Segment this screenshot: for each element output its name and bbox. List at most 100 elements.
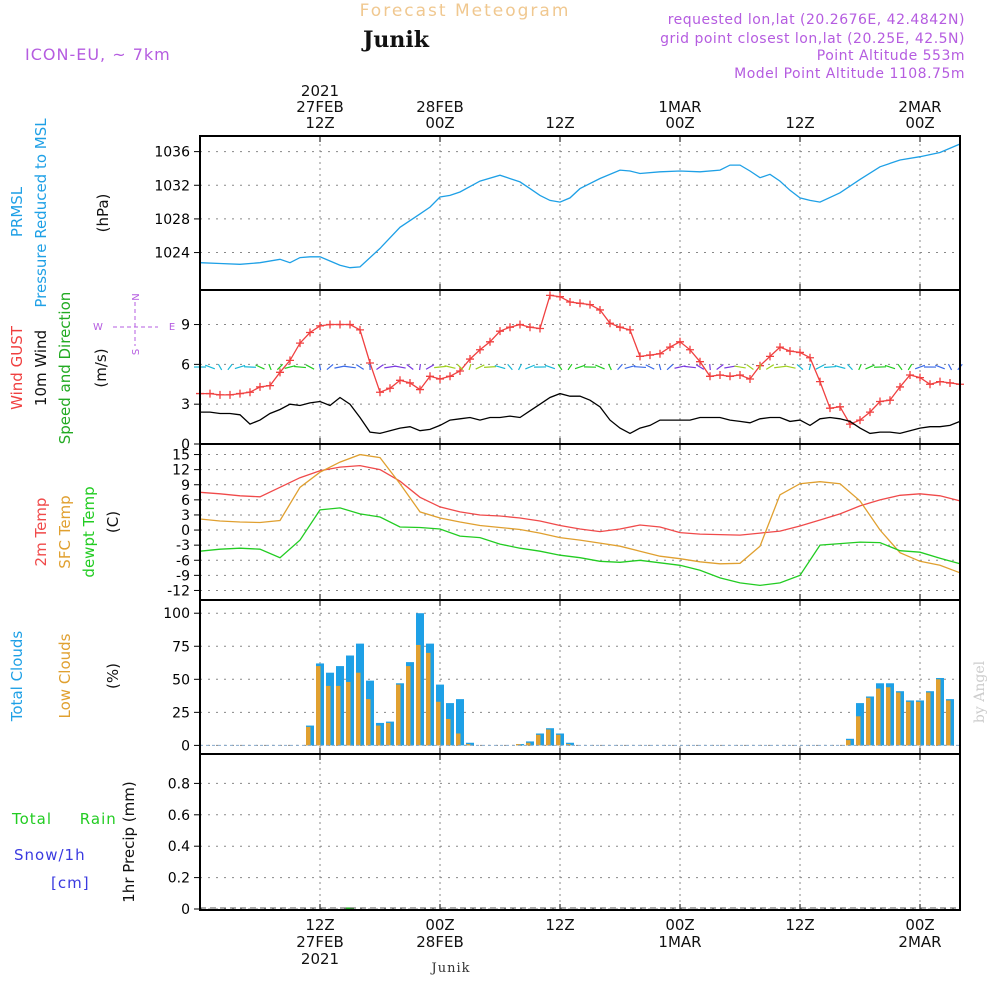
gust-point [786,347,794,356]
wind-direction-arrow [595,364,605,370]
gust-point [816,377,824,386]
temperature-ytick-label: 6 [181,493,190,509]
footer-location: Junik [430,961,471,976]
wind-ytick-label: 0 [181,437,190,453]
low-cloud-bar [856,716,861,746]
gust-point [676,337,684,346]
wind-direction-arrow [518,363,522,371]
temperature-ytick-label: 15 [172,448,190,464]
wind-direction-arrow [734,365,746,369]
wind-ytick-label: 9 [181,318,190,334]
wind-direction-arrow [434,365,446,369]
low-cloud-bar [546,729,551,746]
temperature-ytick-label: -6 [176,553,190,569]
temperature-panel-labels: 2m Temp SFC Temp dewpt Temp (C) [32,486,122,577]
low-cloud-bar [376,725,381,746]
low-cloud-bar [406,666,411,746]
gust-point [376,388,384,397]
compass-e: E [169,322,175,333]
wind-direction-arrow [344,365,356,369]
wind-direction-arrow [947,363,953,371]
wind-direction-arrow [507,363,513,371]
gust-point [446,372,454,381]
point-altitude: Point Altitude 553m [817,48,965,64]
gust-point [706,372,714,381]
gust-point [636,352,644,361]
clouds-ytick-label: 100 [163,606,190,622]
low-cloud-bar [876,688,881,746]
wind-direction-arrow [475,364,485,370]
wind-direction-arrow [217,363,223,371]
low-cloud-bar [526,742,531,746]
pressure-frame [199,135,961,291]
wind-direction-arrow [658,363,662,371]
gust-point [336,320,344,329]
low-cloud-bar [536,734,541,746]
gust-point [286,356,294,365]
top-tick-label: 00Z [665,114,694,132]
wind-direction-arrow [276,363,284,371]
wind-direction-arrow [847,363,853,371]
gust-point [896,382,904,391]
snow-label: Snow/1h [14,846,86,864]
precip-ytick-label: 0.6 [168,808,190,824]
top-tick-label: 2021 [301,82,339,100]
low-cloud-bar [366,699,371,746]
low-cloud-bar [926,692,931,746]
wind-direction-arrow [824,365,836,369]
wind-direction-arrow [544,364,556,370]
top-tick-label: 00Z [425,114,454,132]
requested-coords: requested lon,lat (20.2676E, 42.4842N) [668,12,965,28]
wind-direction-arrow [684,365,696,369]
low-cloud-bar [916,701,921,746]
gust-point [646,351,654,360]
chart-panels: 10241028103210360369-12-9-6-303691215025… [154,135,964,918]
gust-point [546,291,554,300]
wind-direction-arrow [808,363,812,371]
wind-direction-arrow [716,364,724,370]
wind-direction-arrow [355,364,365,370]
wind-direction-arrow [284,365,296,369]
low-cloud-bar [336,685,341,746]
wind-direction-arrow [376,364,384,370]
location-title: Junik [361,27,430,53]
wind-direction-arrow [444,365,456,369]
gust-point [576,299,584,308]
gust-point [346,320,354,329]
temperature-ytick-label: 12 [172,463,190,479]
low-cloud-bar [316,666,321,746]
low-cloud-bar [306,726,311,746]
top-tick-label: 28FEB [416,98,463,116]
gust-point [866,408,874,417]
gust-point [306,328,314,337]
top-tick-label: 12Z [545,114,574,132]
gust-point [266,381,274,390]
pressure-ytick-label: 1024 [154,246,190,262]
gust-point [236,389,244,398]
gust-point [906,370,914,379]
wind-direction-arrow [858,363,862,371]
gust-point [256,382,264,391]
gust-point [616,323,624,332]
low-cloud-bar [936,679,941,746]
bottom-tick-label: 12Z [305,916,334,934]
wind-direction-arrow [574,364,586,370]
wind-ytick-label: 3 [181,397,190,413]
wind-direction-arrow [907,363,913,371]
gust-point [556,292,564,301]
gust-point [496,327,504,336]
clouds-panel: 0 25 50 75 100 [163,599,961,755]
pressure-prmsl-line [199,143,961,269]
top-tick-label: 2MAR [898,98,941,116]
gust-point [396,376,404,385]
precip-ytick-label: 0.8 [168,776,190,792]
total-rain-label: Total Rain [11,810,117,828]
low-cloud-bar [946,700,951,746]
wind-direction-arrow [695,364,705,370]
wind-direction-arrow [468,363,472,371]
compass-n: N [131,293,142,300]
low-cloud-bar [556,734,561,746]
grid-point-coords: grid point closest lon,lat (20.25E, 42.5… [660,31,965,47]
